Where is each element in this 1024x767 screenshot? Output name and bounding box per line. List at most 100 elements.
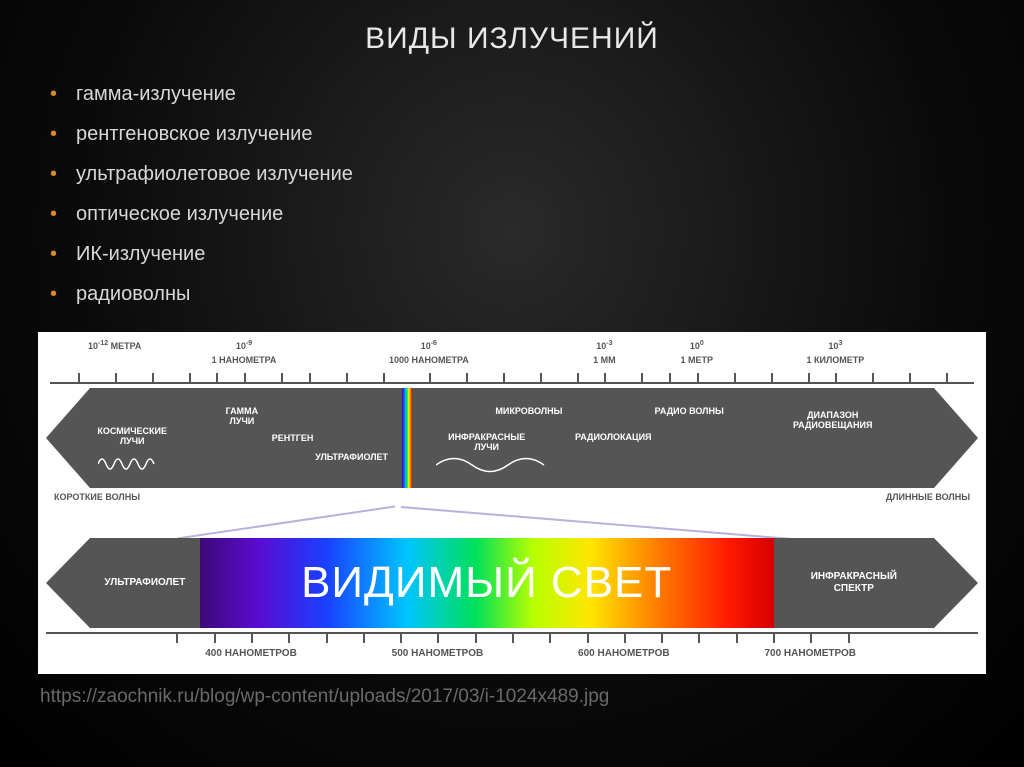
ruler-tick xyxy=(736,633,738,643)
ruler-tick xyxy=(540,373,542,383)
ruler-tick xyxy=(214,633,216,643)
visible-region: ВИДИМЫЙ СВЕТ xyxy=(200,538,774,628)
ruler-tick xyxy=(152,373,154,383)
ruler-tick xyxy=(946,373,948,383)
ruler-major-label: 10-9 xyxy=(236,340,252,351)
spectrum-region-label: ГАММАЛУЧИ xyxy=(226,406,259,427)
ruler-minor-label: 1 МЕТР xyxy=(681,355,714,365)
ruler-bottom-label: 700 НАНОМЕТРОВ xyxy=(764,648,856,659)
bottom-spectrum-band: УЛЬТРАФИОЛЕТ ВИДИМЫЙ СВЕТ ИНФРАКРАСНЫЙСП… xyxy=(46,538,978,628)
ruler-tick xyxy=(549,633,551,643)
arrow-right-icon xyxy=(934,538,978,628)
spectrum-region-label: КОСМИЧЕСКИЕЛУЧИ xyxy=(97,426,167,447)
bullet-list: гамма-излучениерентгеновское излучениеул… xyxy=(0,74,1024,314)
ruler-tick xyxy=(771,373,773,383)
ruler-tick xyxy=(810,633,812,643)
ruler-tick xyxy=(251,633,253,643)
bullet-item: ультрафиолетовое излучение xyxy=(50,154,1024,194)
ruler-tick xyxy=(669,373,671,383)
ruler-tick xyxy=(661,633,663,643)
spectrum-diagram: 10-12 МЕТРА 10-9 10-6 10-3 100 103 1 НАНОМЕТРА… xyxy=(38,332,986,674)
arrow-right-icon xyxy=(934,388,978,488)
ir-region: ИНФРАКРАСНЫЙСПЕКТР xyxy=(774,538,934,628)
ruler-tick xyxy=(698,633,700,643)
ruler-major-label: 10-3 xyxy=(596,340,612,351)
ruler-tick xyxy=(587,633,589,643)
ruler-tick xyxy=(872,373,874,383)
spectrum-region-label: МИКРОВОЛНЫ xyxy=(495,406,562,416)
ruler-tick xyxy=(624,633,626,643)
ruler-tick xyxy=(475,633,477,643)
ruler-tick xyxy=(326,633,328,643)
ruler-tick xyxy=(512,633,514,643)
wave-captions: КОРОТКИЕ ВОЛНЫ ДЛИННЫЕ ВОЛНЫ xyxy=(46,492,978,502)
ruler-tick xyxy=(697,373,699,383)
ruler-minor-label: 1 НАНОМЕТРА xyxy=(212,355,277,365)
ruler-tick xyxy=(115,373,117,383)
arrow-left-icon xyxy=(46,388,90,488)
ruler-tick xyxy=(466,373,468,383)
ruler-minor-label: 1 КИЛОМЕТР xyxy=(806,355,864,365)
ruler-tick xyxy=(641,373,643,383)
ruler-tick xyxy=(363,633,365,643)
ruler-major-label: 10-6 xyxy=(421,340,437,351)
ruler-minor-label: 1 ММ xyxy=(593,355,616,365)
top-spectrum-band: КОСМИЧЕСКИЕЛУЧИ ГАММАЛУЧИ РЕНТГЕНУЛЬТРАФИО… xyxy=(46,388,978,488)
projection-line xyxy=(176,506,394,539)
ruler-tick xyxy=(309,373,311,383)
band2-body: УЛЬТРАФИОЛЕТ ВИДИМЫЙ СВЕТ ИНФРАКРАСНЫЙСП… xyxy=(90,538,934,628)
ruler-tick xyxy=(808,373,810,383)
ruler-tick xyxy=(429,373,431,383)
ruler-tick xyxy=(281,373,283,383)
bottom-ruler: 400 НАНОМЕТРОВ 500 НАНОМЕТРОВ 600 НАНОМЕТР… xyxy=(46,632,978,668)
ruler-tick xyxy=(437,633,439,643)
ruler-tick xyxy=(848,633,850,643)
ruler-tick xyxy=(346,373,348,383)
bullet-item: оптическое излучение xyxy=(50,194,1024,234)
uv-region: УЛЬТРАФИОЛЕТ xyxy=(90,538,200,628)
ruler-tick xyxy=(577,373,579,383)
visible-sliver xyxy=(402,388,412,488)
top-ruler: 10-12 МЕТРА 10-9 10-6 10-3 100 103 1 НАНОМЕТРА… xyxy=(50,340,974,386)
source-caption: https://zaochnik.ru/blog/wp-content/uplo… xyxy=(0,674,1024,708)
ruler-major-label: 10-12 МЕТРА xyxy=(88,340,141,351)
ruler-tick xyxy=(288,633,290,643)
ruler-tick xyxy=(244,373,246,383)
band-body: КОСМИЧЕСКИЕЛУЧИ ГАММАЛУЧИ РЕНТГЕНУЛЬТРАФИО… xyxy=(90,388,934,488)
spectrum-region-label: УЛЬТРАФИОЛЕТ xyxy=(315,452,388,462)
ruler-tick xyxy=(176,633,178,643)
spectrum-region-label: РЕНТГЕН xyxy=(272,433,314,443)
ruler-tick xyxy=(78,373,80,383)
ruler-tick xyxy=(835,373,837,383)
bullet-item: радиоволны xyxy=(50,274,1024,314)
ruler-tick xyxy=(773,633,775,643)
ruler-tick xyxy=(189,373,191,383)
ruler-bottom-label: 500 НАНОМЕТРОВ xyxy=(392,648,484,659)
ruler-tick xyxy=(216,373,218,383)
long-wave-icon xyxy=(436,452,546,478)
bullet-item: гамма-излучение xyxy=(50,74,1024,114)
long-wave-caption: ДЛИННЫЕ ВОЛНЫ xyxy=(886,492,970,502)
ruler-minor-label: 1000 НАНОМЕТРА xyxy=(389,355,469,365)
spectrum-region-label: РАДИО ВОЛНЫ xyxy=(655,406,724,416)
ruler-tick xyxy=(400,633,402,643)
projection-line xyxy=(401,506,792,539)
short-wave-caption: КОРОТКИЕ ВОЛНЫ xyxy=(54,492,140,502)
spectrum-region-label: ИНФРАКРАСНЫЕЛУЧИ xyxy=(448,432,525,453)
ruler-bottom-label: 400 НАНОМЕТРОВ xyxy=(205,648,297,659)
visible-light-label: ВИДИМЫЙ СВЕТ xyxy=(301,558,672,608)
ruler-tick xyxy=(604,373,606,383)
short-wave-icon xyxy=(98,454,158,474)
spectrum-region-label: РАДИОЛОКАЦИЯ xyxy=(575,432,652,442)
spectrum-region-label: ДИАПАЗОНРАДИОВЕЩАНИЯ xyxy=(793,410,873,431)
page-title: ВИДЫ ИЗЛУЧЕНИЙ xyxy=(0,0,1024,74)
ruler-tick xyxy=(909,373,911,383)
ruler-major-label: 100 xyxy=(690,340,704,351)
projection-lines xyxy=(46,506,978,538)
ruler-bottom-label: 600 НАНОМЕТРОВ xyxy=(578,648,670,659)
ruler-tick xyxy=(383,373,385,383)
ruler-tick xyxy=(734,373,736,383)
bullet-item: рентгеновское излучение xyxy=(50,114,1024,154)
ruler-major-label: 103 xyxy=(828,340,842,351)
arrow-left-icon xyxy=(46,538,90,628)
